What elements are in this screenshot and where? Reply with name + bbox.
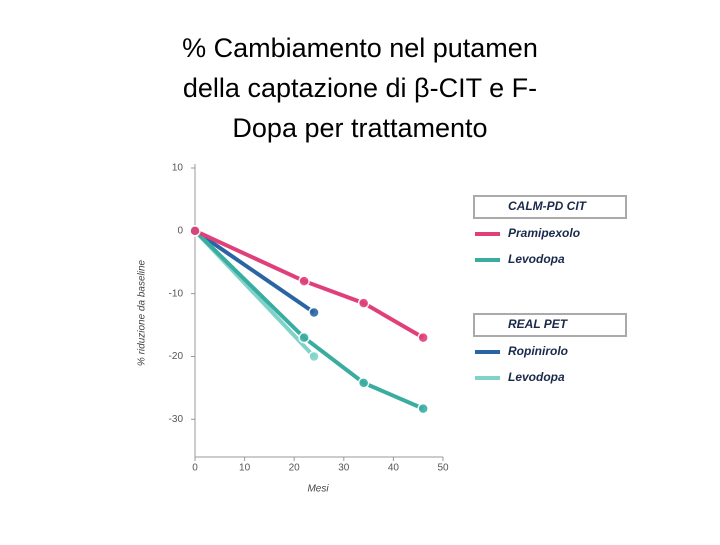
y-tick-label: -10 bbox=[169, 288, 184, 299]
x-tick-label: 10 bbox=[239, 463, 251, 474]
data-point bbox=[357, 297, 370, 309]
legend-label: Ropinirolo bbox=[508, 344, 568, 358]
x-tick-label: 0 bbox=[192, 463, 198, 474]
x-tick-label: 30 bbox=[338, 463, 350, 474]
legend-group-title: CALM-PD CIT bbox=[508, 199, 588, 213]
x-tick-label: 20 bbox=[289, 463, 301, 474]
legend-label: Levodopa bbox=[508, 252, 565, 266]
data-point bbox=[298, 331, 310, 344]
data-point bbox=[417, 402, 429, 415]
data-point bbox=[298, 275, 310, 287]
data-point bbox=[308, 350, 320, 363]
y-tick-label: -20 bbox=[169, 351, 184, 362]
data-point bbox=[189, 225, 201, 237]
title-line: % Cambiamento nel putamen bbox=[182, 33, 538, 63]
data-point bbox=[357, 377, 370, 389]
y-tick-label: 0 bbox=[177, 225, 183, 236]
series-line bbox=[193, 229, 316, 315]
y-tick-label: 10 bbox=[172, 163, 184, 174]
legend-label: Pramipexolo bbox=[508, 226, 580, 240]
data-point bbox=[417, 331, 429, 344]
series-line bbox=[194, 229, 425, 340]
legend-label: Levodopa bbox=[508, 370, 565, 384]
y-tick-label: -30 bbox=[169, 414, 184, 425]
title-line: Dopa per trattamento bbox=[232, 113, 487, 143]
x-axis-label: Mesi bbox=[307, 484, 329, 495]
x-tick-label: 40 bbox=[388, 463, 400, 474]
data-point bbox=[308, 306, 320, 319]
title-line: della captazione di β-CIT e F- bbox=[183, 73, 537, 103]
legend-group-title: REAL PET bbox=[508, 317, 569, 331]
legend-group-box bbox=[473, 313, 627, 337]
legend-group-box bbox=[473, 195, 627, 219]
series-line bbox=[193, 229, 424, 411]
x-tick-label: 50 bbox=[437, 463, 449, 474]
y-axis-label: % riduzione da baseline bbox=[137, 259, 148, 366]
